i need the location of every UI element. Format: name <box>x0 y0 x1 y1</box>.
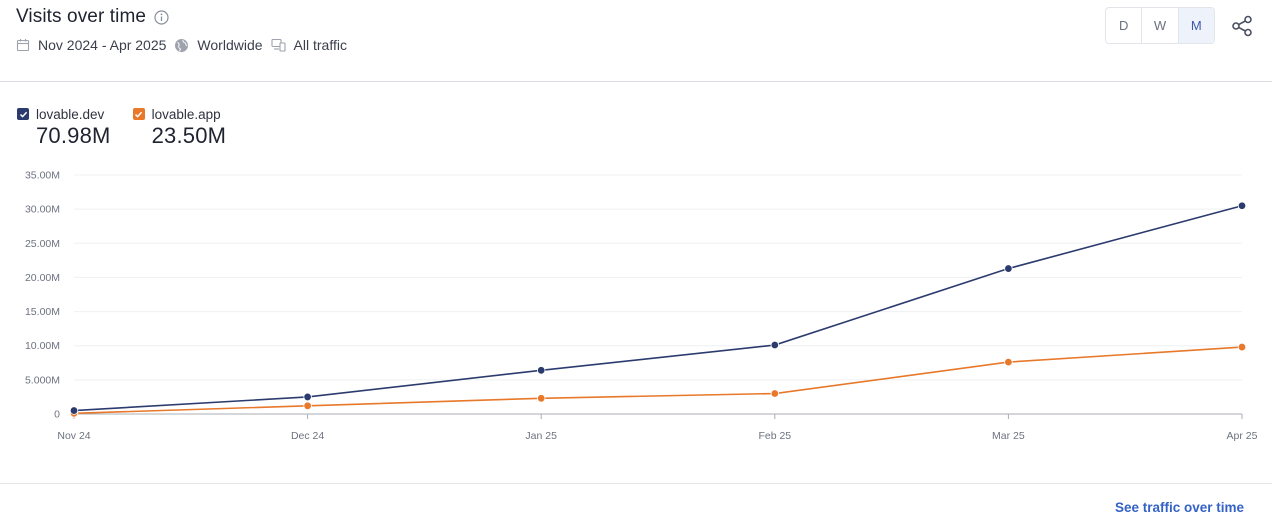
chart-series <box>69 201 1247 418</box>
x-tick-label: Nov 24 <box>57 430 90 442</box>
globe-icon <box>175 38 189 52</box>
footer-divider <box>0 483 1272 484</box>
series-line-lovable-app <box>73 346 1243 415</box>
legend-label: lovable.dev <box>36 106 105 122</box>
y-tick-label: 10.00M <box>25 340 60 352</box>
data-point[interactable] <box>1237 342 1247 352</box>
granularity-day-button[interactable]: D <box>1106 8 1143 43</box>
data-point[interactable] <box>303 401 312 411</box>
data-point[interactable] <box>1004 357 1013 367</box>
granularity-toggle: D W M <box>1105 7 1215 44</box>
y-axis: 0 5.000M 10.00M 15.00M 20.00M 25.00M 30.00M 35.… <box>25 170 60 421</box>
y-tick-label: 15.00M <box>25 306 60 318</box>
date-range-label: Nov 2024 - Apr 2025 <box>38 37 167 53</box>
x-tick-label: Dec 24 <box>291 430 324 442</box>
traffic-label: All traffic <box>293 37 347 53</box>
data-point[interactable] <box>69 406 79 415</box>
region-label: Worldwide <box>197 37 263 53</box>
legend-item-lovable-dev[interactable]: lovable.dev 70.98M <box>17 106 111 149</box>
date-range-filter[interactable]: Nov 2024 - Apr 2025 <box>16 37 166 53</box>
region-filter[interactable]: Worldwide <box>174 37 263 53</box>
data-point[interactable] <box>770 340 779 350</box>
chart-title: Visits over time <box>16 6 147 27</box>
line-chart: 0 5.000M 10.00M 15.00M 20.00M 25.00M 30.00M 35.… <box>25 170 1258 443</box>
chart-header: Visits over time Nov 2024 - Apr 2025 <box>0 0 1272 82</box>
see-traffic-link[interactable]: See traffic over time <box>1114 500 1244 515</box>
y-tick-label: 20.00M <box>25 272 60 284</box>
devices-icon <box>270 38 286 52</box>
y-tick-label: 25.00M <box>25 238 60 250</box>
data-point[interactable] <box>537 366 546 375</box>
legend-label: lovable.app <box>151 106 221 122</box>
y-tick-label: 5.000M <box>25 374 60 386</box>
y-tick-label: 30.00M <box>25 204 60 216</box>
data-point[interactable] <box>770 389 779 398</box>
granularity-month-button[interactable]: M <box>1178 8 1214 43</box>
filter-row: Nov 2024 - Apr 2025 Worldwide All traffi… <box>16 37 355 53</box>
info-icon[interactable] <box>154 9 169 25</box>
traffic-filter[interactable]: All traffic <box>270 37 347 53</box>
checkbox-checked-icon[interactable] <box>132 108 145 120</box>
x-tick-label: Jan 25 <box>525 430 557 442</box>
x-tick-label: Feb 25 <box>758 430 791 442</box>
share-icon[interactable] <box>1231 15 1253 37</box>
chart-legend: lovable.dev 70.98M lovable.app 23.50M <box>17 106 248 149</box>
title-row: Visits over time <box>16 6 169 28</box>
chart-grid <box>74 174 1242 415</box>
checkbox-checked-icon[interactable] <box>17 108 29 120</box>
data-point[interactable] <box>1237 201 1247 210</box>
x-axis: Nov 24 Dec 24 Jan 25 Feb 25 Mar 25 Apr 25 <box>57 414 1258 442</box>
series-line-lovable-dev <box>73 204 1243 412</box>
granularity-week-button[interactable]: W <box>1142 8 1179 43</box>
legend-total: 23.50M <box>151 123 227 148</box>
x-tick-label: Mar 25 <box>992 430 1025 442</box>
calendar-icon <box>16 39 30 52</box>
data-point[interactable] <box>303 392 312 402</box>
legend-total: 70.98M <box>36 123 111 148</box>
data-point[interactable] <box>1004 264 1013 273</box>
legend-item-lovable-app[interactable]: lovable.app 23.50M <box>132 106 227 149</box>
data-point[interactable] <box>537 394 546 403</box>
y-tick-label: 0 <box>54 409 60 421</box>
y-tick-label: 35.00M <box>25 170 60 182</box>
x-tick-label: Apr 25 <box>1227 430 1258 442</box>
